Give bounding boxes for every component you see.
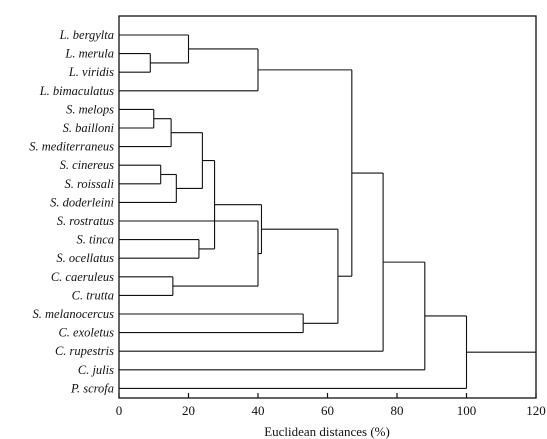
leaf-label: L. viridis [68,65,114,79]
x-tick-label: 80 [391,403,404,418]
leaf-label: C. caeruleus [51,270,114,284]
leaf-label: S. ocellatus [56,251,114,265]
leaf-label: S. rostratus [57,214,114,228]
leaf-labels: L. bergylta L. merula L. viridis L. bimacul… [29,28,114,395]
leaf-label: S. melops [66,102,114,116]
leaf-label: S. roissali [64,177,114,191]
x-tick-label: 20 [182,403,195,418]
plot-frame [118,15,537,399]
leaf-label: P. scrofa [70,381,114,395]
leaf-label: L. bergylta [59,28,114,42]
leaf-label: S. tinca [77,233,115,247]
leaf-label: L. bimaculatus [39,84,114,98]
leaf-label: C. trutta [72,288,114,302]
leaf-label: C. rupestris [55,344,114,358]
leaf-label: S. cinereus [60,158,115,172]
x-tick-label: 0 [116,403,123,418]
leaf-label: S. doderleini [50,195,114,209]
x-tick-label: 100 [457,403,477,418]
x-tick-label: 40 [252,403,265,418]
x-axis: 0 20 40 60 80 100 120 [116,393,546,418]
leaf-label: C. julis [78,363,114,377]
leaf-label: S. melanocercus [33,307,115,321]
dendrogram-branches [119,34,536,389]
leaf-label: C. exoletus [58,326,114,340]
x-axis-title: Euclidean distances (%) [264,424,390,439]
leaf-label: L. merula [64,47,114,61]
x-tick-label: 120 [526,403,546,418]
leaf-label: S. bailloni [63,121,115,135]
leaf-label: S. mediterraneus [29,140,114,154]
x-tick-label: 60 [321,403,334,418]
